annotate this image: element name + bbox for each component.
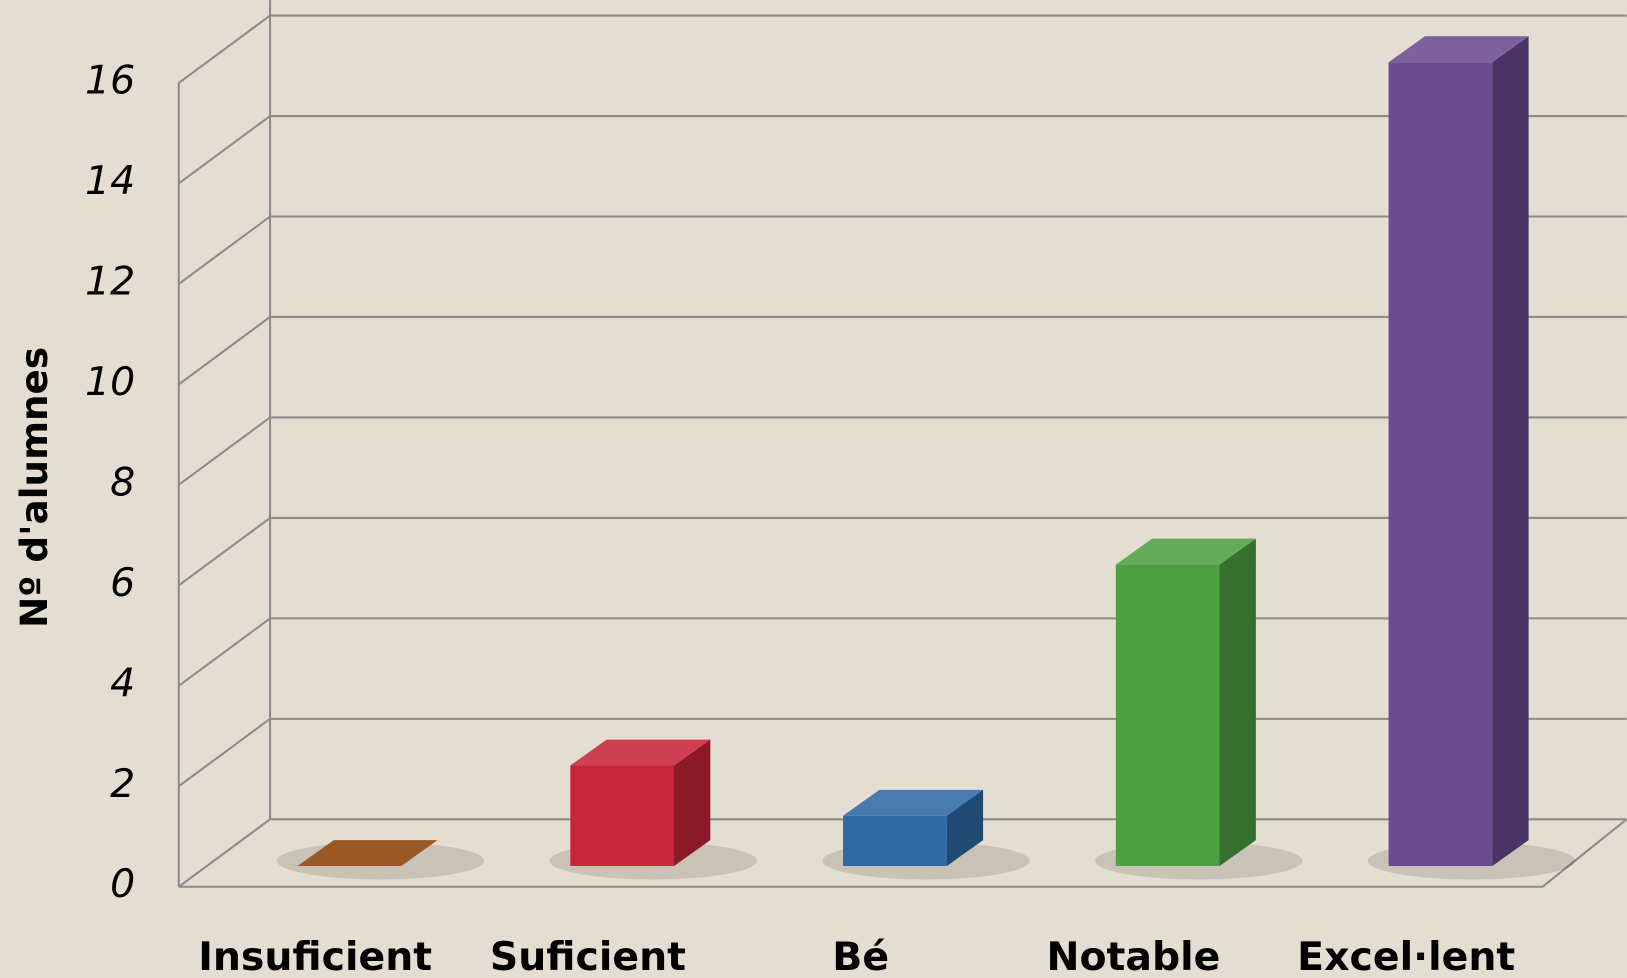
bar-top-shade xyxy=(1115,538,1256,565)
bar-side xyxy=(946,789,984,866)
bar-top xyxy=(843,789,984,816)
x-tick-label: Excel·lent xyxy=(1297,934,1515,978)
bar-side-shade xyxy=(946,789,984,866)
bar-top xyxy=(570,739,711,766)
bar-side xyxy=(1492,36,1529,866)
y-tick-label: 6 xyxy=(110,560,135,606)
grid-line xyxy=(178,516,1627,587)
floor-outline xyxy=(178,818,1627,888)
bar xyxy=(1115,564,1220,866)
bar-top xyxy=(1388,36,1529,63)
bar-side-shade xyxy=(1492,36,1529,866)
bar-top-shade xyxy=(570,739,711,766)
y-tick-label: 14 xyxy=(85,158,135,204)
x-tick-label: Insuficient xyxy=(198,934,432,978)
bar xyxy=(1388,62,1493,866)
bar-side-shade xyxy=(674,739,711,866)
grid-line xyxy=(178,215,1627,285)
y-tick-label: 2 xyxy=(110,761,135,807)
x-tick-label: Suficient xyxy=(490,934,686,978)
y-tick-label: 8 xyxy=(110,459,135,505)
grid-line xyxy=(178,114,1627,185)
bar-side-shade xyxy=(1219,538,1256,866)
y-tick-label: 4 xyxy=(110,660,135,706)
bar-top-shade xyxy=(843,789,984,816)
bar-top-shade xyxy=(297,840,438,866)
bar xyxy=(570,765,675,866)
bar-top xyxy=(1115,538,1256,565)
y-tick-label: 16 xyxy=(85,57,135,103)
grid-line xyxy=(178,14,1627,84)
x-tick-label: Notable xyxy=(1046,934,1220,978)
grid-line xyxy=(178,315,1627,386)
y-tick-label: 10 xyxy=(85,359,135,405)
y-tick-label: 0 xyxy=(110,861,135,907)
y-axis-title: Nº d'alumnes xyxy=(12,347,56,628)
bar-top xyxy=(297,840,438,866)
x-tick-label: Bé xyxy=(832,934,889,978)
bar-top-shade xyxy=(1388,36,1529,63)
bar-side xyxy=(1219,538,1256,866)
bar xyxy=(843,815,947,866)
y-tick-label: 12 xyxy=(85,258,135,304)
grid-line xyxy=(178,416,1627,486)
bar-side xyxy=(674,739,711,866)
